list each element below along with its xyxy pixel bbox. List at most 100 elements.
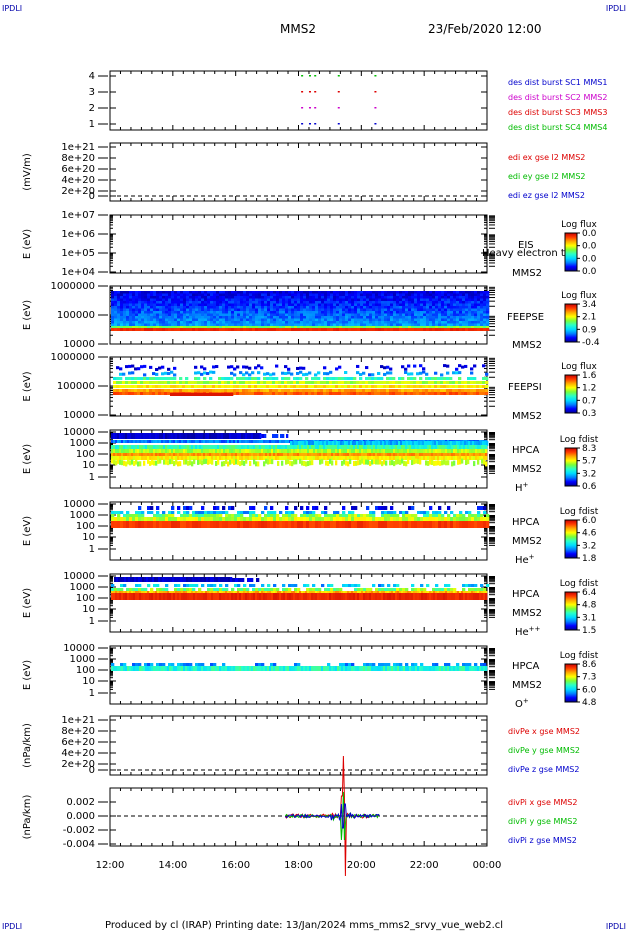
eis-colorbar-label: 0.0 [582, 229, 597, 239]
hpca_h-colorbar-label: 3.2 [582, 469, 596, 479]
feepse-colorbar-label: 2.1 [582, 313, 596, 323]
divpi-ytick-label: 0.002 [66, 797, 95, 808]
burst-mark [337, 123, 340, 125]
corner-mark-bl: IPDLI [2, 922, 23, 931]
hpca_hepp-colorbar-label: 1.5 [582, 626, 596, 636]
burst-mark [337, 91, 340, 93]
hpca_o-ytick-label: 10 [82, 676, 95, 687]
divpe-ytick-label: 0 [89, 765, 95, 776]
hpca_h-ytick-label: 100 [76, 449, 95, 460]
eis-frame [109, 214, 488, 274]
eis-label: EIS [518, 240, 534, 251]
corner-mark-tr: IPDLI [605, 4, 626, 13]
hpca_hepp-ytick-label: 10000 [63, 571, 95, 582]
burst-mark [308, 75, 311, 77]
hpca_hepp-colorbar-label: 4.8 [582, 601, 597, 611]
burst-mark [308, 91, 311, 93]
hpca_h-ytick-label: 10 [82, 460, 95, 471]
feepsi-colorbar-label: 1.6 [582, 371, 597, 381]
legend-burst-entry: des dist burst SC1 MMS1 [508, 78, 607, 87]
legend-edi-entry: edi ez gse l2 MMS2 [508, 191, 585, 200]
hpca_hepp-ytick-label: 10 [82, 604, 95, 615]
hpca_h-colorbar-title: Log fdist [560, 435, 599, 445]
hpca_o-ylabel: E (eV) [22, 660, 33, 690]
burst-mark [301, 75, 304, 77]
legend-divpe-entry: divPe x gse MMS2 [508, 727, 580, 736]
edi-frame [109, 142, 488, 202]
hpca_he-ytick-label: 100 [76, 521, 95, 532]
corner-mark-tl: IPDLI [2, 4, 23, 13]
legend-burst-entry: des dist burst SC4 MMS4 [508, 123, 607, 132]
edi-ytick-label: 0 [89, 191, 95, 202]
hpca_h-ytick-label: 10000 [63, 427, 95, 438]
hpca_h-colorbar-label: 5.7 [582, 457, 596, 467]
feepsi-colorbar-label: 1.2 [582, 384, 596, 394]
hpca_he-sc-label: MMS2 [512, 536, 542, 547]
hpca_he-ylabel: E (eV) [22, 516, 33, 546]
eis-sc-label: MMS2 [512, 268, 542, 279]
divpe-ylabel: (nPa/km) [22, 723, 33, 768]
hpca_o-species-label: O+ [515, 697, 529, 710]
eis-ytick-label: 1e+05 [61, 248, 95, 259]
feepse-colorbar-label: 0.9 [582, 325, 597, 335]
feepsi-ytick-label: 100000 [57, 381, 95, 392]
hpca_o-colorbar-label: 8.6 [582, 660, 597, 670]
divpi-ylabel: (nPa/km) [22, 795, 33, 840]
feepsi-ytick-label: 10000 [63, 410, 95, 421]
hpca_he-colorbar-title: Log fdist [560, 507, 599, 517]
hpca_o-ytick-label: 1000 [70, 654, 95, 665]
hpca_o-spectrogram [111, 663, 488, 671]
feepse-label: FEEPSE [507, 312, 544, 323]
burst-mark [314, 107, 317, 109]
hpca_h-colorbar [564, 447, 578, 487]
hpca_o-colorbar [564, 663, 578, 703]
burst-mark [337, 75, 340, 77]
burst-mark [314, 123, 317, 125]
hpca_o-label: HPCA [512, 661, 540, 672]
x-axis-tick-label: 00:00 [473, 860, 502, 871]
feepse-ytick-label: 10000 [63, 339, 95, 350]
hpca_hepp-colorbar-title: Log fdist [560, 579, 599, 589]
feepse-ylabel: E (eV) [22, 300, 33, 330]
hpca_he-colorbar-label: 6.0 [582, 516, 597, 526]
hpca_h-colorbar-label: 0.6 [582, 482, 597, 492]
hpca_h-ytick-label: 1 [89, 472, 95, 483]
burst-mark [301, 107, 304, 109]
hpca_he-ytick-label: 10000 [63, 499, 95, 510]
hpca_hepp-ytick-label: 1000 [70, 582, 95, 593]
x-axis-tick-label: 14:00 [158, 860, 187, 871]
hpca_h-label: HPCA [512, 445, 540, 456]
burst-mark [374, 75, 377, 77]
burst-frame [109, 70, 488, 131]
burst-mark [314, 75, 317, 77]
hpca_o-ytick-label: 100 [76, 665, 95, 676]
eis-colorbar-label: 0.0 [582, 267, 597, 277]
hpca_h-spectrogram [111, 433, 489, 467]
burst-mark [301, 123, 304, 125]
feepsi-colorbar [564, 374, 578, 414]
hpca_o-colorbar-label: 4.8 [582, 698, 597, 708]
hpca_he-colorbar-label: 4.6 [582, 529, 597, 539]
edi-ytick-label: 6e+20 [61, 164, 95, 175]
hpca_he-colorbar-label: 1.8 [582, 554, 597, 564]
hpca_hepp-frame [109, 573, 488, 633]
burst-mark [374, 123, 377, 125]
x-axis-tick-label: 16:00 [221, 860, 250, 871]
edi-ytick-label: 4e+20 [61, 175, 95, 186]
hpca_o-colorbar-title: Log fdist [560, 651, 599, 661]
feepse-colorbar-label: 3.4 [582, 300, 597, 310]
hpca_he-colorbar [564, 519, 578, 559]
hpca_he-label: HPCA [512, 517, 540, 528]
burst-mark [374, 91, 377, 93]
eis-colorbar-label: 0.0 [582, 254, 597, 264]
eis-ylabel: E (eV) [22, 229, 33, 259]
hpca_hepp-species-label: He++ [515, 625, 541, 638]
hpca_he-frame [109, 501, 488, 561]
divpe-ytick-label: 6e+20 [61, 737, 95, 748]
hpca_he-ytick-label: 10 [82, 532, 95, 543]
eis-ytick-label: 1e+07 [61, 210, 95, 221]
legend-divpe-entry: divPe z gse MMS2 [508, 765, 579, 774]
hpca_hepp-colorbar-label: 6.4 [582, 588, 597, 598]
burst-mark [308, 107, 311, 109]
